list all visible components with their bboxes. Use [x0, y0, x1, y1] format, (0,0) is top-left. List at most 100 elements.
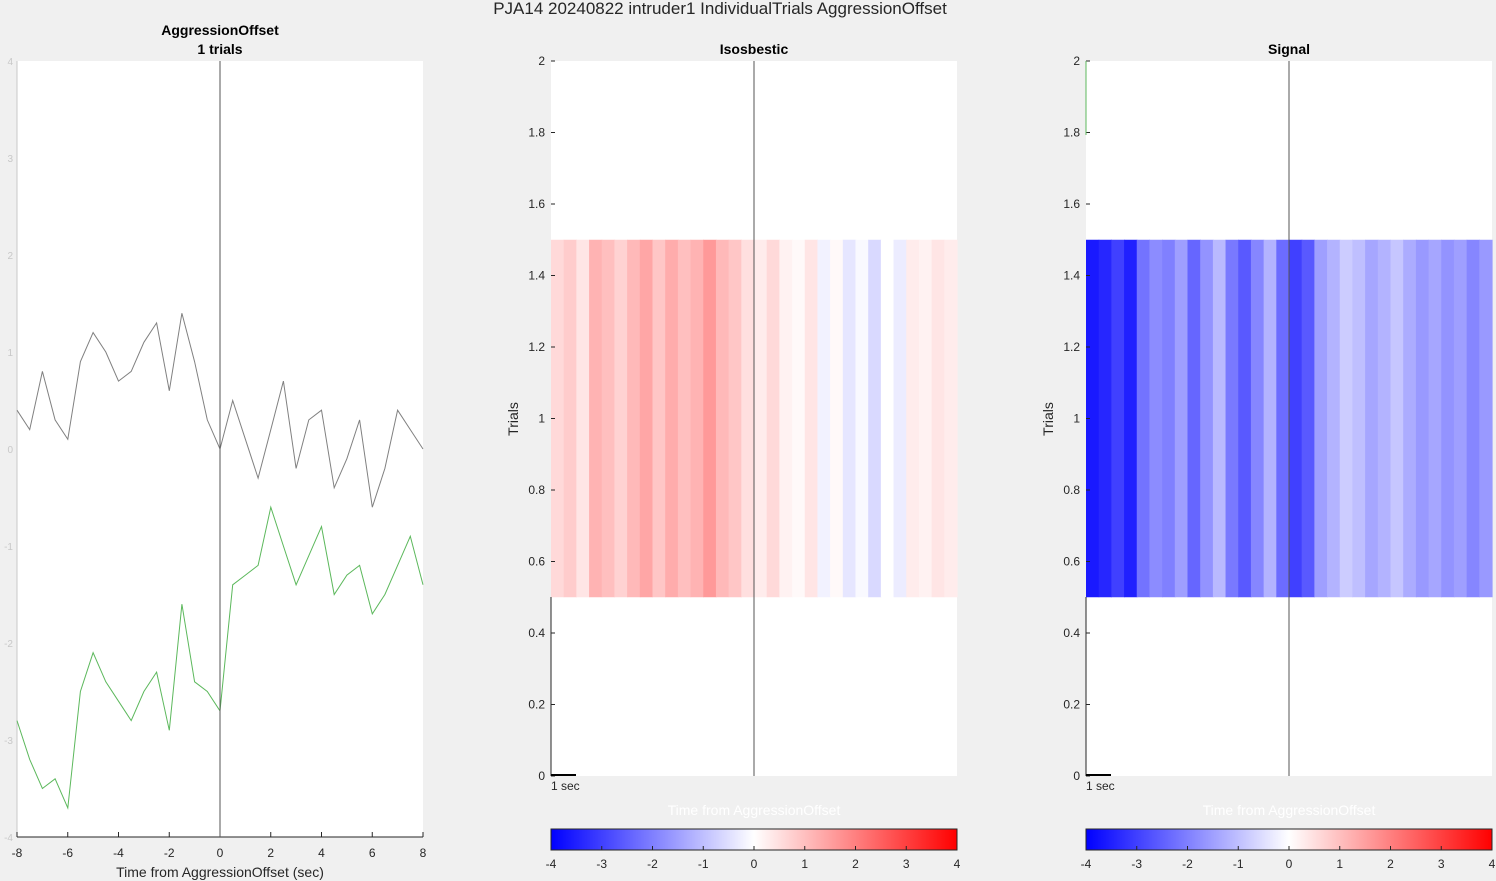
signal-heatmap-cell [1453, 239, 1468, 598]
signal-heatmap-cell [1289, 239, 1303, 598]
trace-x-tick-label: 6 [369, 846, 376, 860]
isosbestic-heatmap-cell [792, 239, 806, 598]
isosbestic-heatmap-cell [918, 239, 933, 598]
signal-heatmap-cell [1162, 239, 1176, 598]
signal-heatmap-cell [1390, 239, 1404, 598]
signal-y-tick-label: 0 [1073, 769, 1080, 783]
isosbestic-heatmap-cell [931, 239, 945, 598]
trace-y-tick-label: 1 [7, 348, 13, 359]
isosbestic-heatmap-cell [817, 239, 831, 598]
isosbestic-colorbar-tick-label: -1 [698, 857, 709, 871]
isosbestic-heatmap-cell [551, 239, 565, 598]
signal-heatmap-cell [1086, 239, 1100, 598]
signal-heatmap-cell [1111, 239, 1125, 598]
signal-heatmap-cell [1339, 239, 1354, 598]
signal-heatmap-cell [1403, 239, 1417, 598]
signal-colorbar-tick-label: 2 [1387, 857, 1394, 871]
trace-x-tick-label: -4 [113, 846, 124, 860]
signal-heatmap-cell [1200, 239, 1214, 598]
isosbestic-y-axis-label: Trials [505, 402, 521, 436]
trace-x-tick-label: -2 [164, 846, 175, 860]
isosbestic-heatmap-cell [880, 239, 895, 598]
signal-x-axis-label: Time from AggressionOffset [1203, 802, 1376, 818]
signal-heatmap-cell [1250, 239, 1265, 598]
isosbestic-heatmap-cell [576, 239, 590, 598]
isosbestic-y-tick-label: 0.2 [528, 698, 545, 712]
isosbestic-heatmap-cell [665, 239, 679, 598]
signal-heatmap-cell [1124, 239, 1138, 598]
signal-colorbar-ticks: -4 -3 -2 -1 0 1 2 3 4 [1081, 846, 1496, 871]
isosbestic-heatmap-cell [715, 239, 730, 598]
trace-x-tick-label: 0 [217, 846, 224, 860]
isosbestic-heatmap-cell [906, 239, 920, 598]
signal-y-tick-label: 0.2 [1063, 698, 1080, 712]
isosbestic-y-tick-label: 2 [538, 54, 545, 68]
signal-colorbar-tick-label: 0 [1286, 857, 1293, 871]
signal-colorbar-tick-label: -4 [1081, 857, 1092, 871]
trace-y-tick-label: -4 [4, 833, 13, 844]
isosbestic-heatmap-cell [868, 239, 882, 598]
signal-y-tick-label: 1.4 [1063, 269, 1080, 283]
signal-heatmap-cell [1174, 239, 1189, 598]
signal-heatmap-cell [1187, 239, 1201, 598]
isosbestic-heatmap-cell [804, 239, 819, 598]
isosbestic-heatmap-cell [627, 239, 641, 598]
signal-scale-bar-label: 1 sec [1086, 779, 1115, 793]
signal-y-tick-label: 0.8 [1063, 483, 1080, 497]
trace-y-tick-label: 4 [7, 57, 13, 68]
signal-y-tick-label: 0.4 [1063, 626, 1080, 640]
isosbestic-scale-bar-label: 1 sec [551, 779, 580, 793]
signal-heatmap-cell [1479, 239, 1493, 598]
isosbestic-heatmap-cell [728, 239, 742, 598]
trace-panel-subtitle: 1 trials [197, 41, 242, 57]
isosbestic-y-ticks: 0 0.2 0.4 0.6 0.8 1 1.2 1.4 1.6 1.8 2 [528, 54, 555, 783]
isosbestic-colorbar-ticks: -4 -3 -2 -1 0 1 2 3 4 [546, 846, 961, 871]
signal-heatmap-cell [1428, 239, 1442, 598]
signal-heatmap-cell [1276, 239, 1290, 598]
figure-title: PJA14 20240822 intruder1 IndividualTrial… [493, 0, 947, 18]
signal-colorbar-tick-label: -1 [1233, 857, 1244, 871]
isosbestic-y-tick-label: 1.6 [528, 197, 545, 211]
isosbestic-y-tick-label: 0 [538, 769, 545, 783]
isosbestic-heatmap-cell [677, 239, 692, 598]
signal-colorbar-tick-label: 3 [1438, 857, 1445, 871]
signal-heatmap-cell [1415, 239, 1430, 598]
trace-y-tick-label: 0 [7, 445, 13, 456]
isosbestic-heatmap-cell [766, 239, 780, 598]
isosbestic-heatmap-cell [639, 239, 654, 598]
trace-x-axis-label: Time from AggressionOffset (sec) [116, 864, 324, 880]
isosbestic-heatmap-cell [842, 239, 857, 598]
trace-x-tick-label: 8 [420, 846, 427, 860]
signal-colorbar-tick-label: 1 [1336, 857, 1343, 871]
isosbestic-colorbar-tick-label: -4 [546, 857, 557, 871]
trace-y-tick-label: 2 [7, 251, 13, 262]
isosbestic-heatmap-cell [830, 239, 844, 598]
trace-panel-title: AggressionOffset [161, 22, 279, 38]
isosbestic-y-tick-label: 1.8 [528, 126, 545, 140]
isosbestic-colorbar-tick-label: 4 [954, 857, 961, 871]
signal-heatmap-cell [1263, 239, 1277, 598]
signal-title: Signal [1268, 41, 1310, 57]
trace-y-tick-label: -1 [4, 542, 13, 553]
trace-y-tick-label: 3 [7, 154, 13, 165]
signal-y-tick-label: 1 [1073, 412, 1080, 426]
signal-heatmap-cell [1352, 239, 1366, 598]
signal-heatmap-cell [1238, 239, 1252, 598]
signal-heatmap-cell [1327, 239, 1341, 598]
signal-y-axis-label: Trials [1040, 402, 1056, 436]
isosbestic-heatmap-cell [855, 239, 869, 598]
trace-panel: AggressionOffset 1 trials Time from Aggr… [4, 22, 427, 880]
isosbestic-colorbar-tick-label: -2 [647, 857, 658, 871]
isosbestic-heatmap-cell [779, 239, 793, 598]
isosbestic-heatmap-cell [741, 239, 755, 598]
signal-heatmap-cell [1136, 239, 1151, 598]
signal-heatmap-cell [1365, 239, 1379, 598]
isosbestic-panel: Isosbestic Trials Time from AggressionOf… [505, 41, 961, 871]
signal-heatmap-cell [1098, 239, 1112, 598]
isosbestic-colorbar-tick-label: 2 [852, 857, 859, 871]
signal-colorbar-tick-label: -2 [1182, 857, 1193, 871]
signal-y-tick-label: 1.8 [1063, 126, 1080, 140]
trace-y-tick-label: -3 [4, 736, 13, 747]
isosbestic-y-tick-label: 1.4 [528, 269, 545, 283]
